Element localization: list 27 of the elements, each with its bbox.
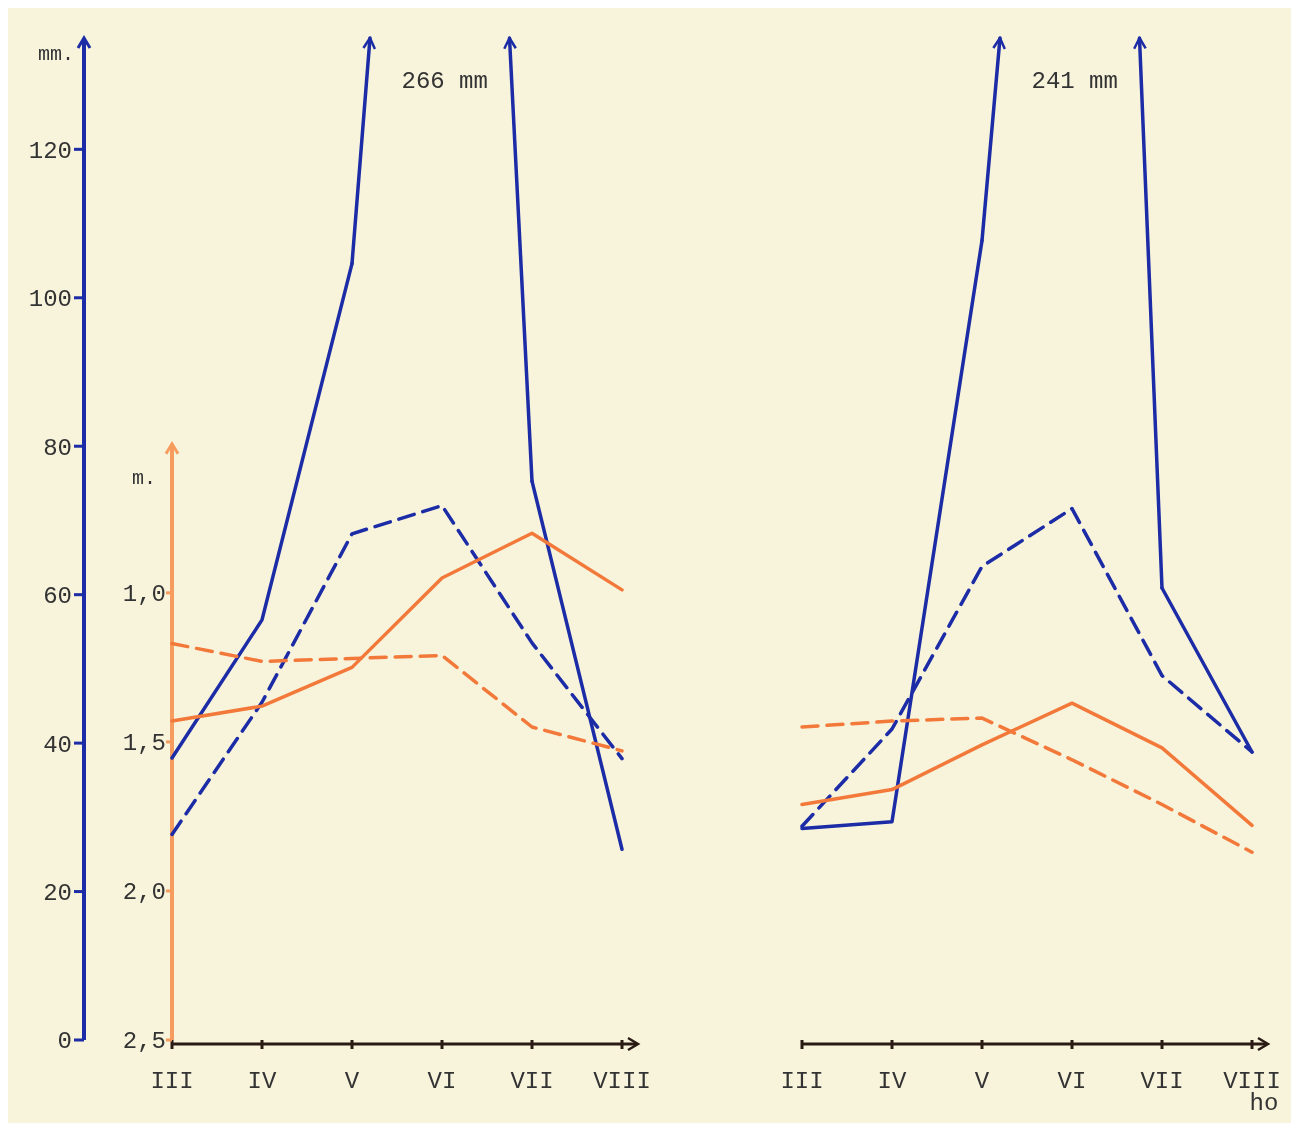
x-tick-label: VIII [593, 1068, 651, 1095]
x-axis-title: ho [1249, 1090, 1279, 1117]
x-tick-label: VI [427, 1068, 457, 1095]
y2-axis-title: m. [132, 466, 157, 490]
y-tick-label: 40 [43, 731, 72, 759]
x-tick-label: V [974, 1068, 990, 1095]
y-tick-label: 60 [43, 583, 72, 611]
x-tick-label: III [780, 1068, 824, 1095]
y-tick-label: 80 [43, 434, 72, 462]
x-tick-label: VI [1057, 1068, 1087, 1095]
y2-tick-label: 1,5 [122, 730, 166, 758]
y2-tick-label: 1,0 [122, 581, 166, 609]
x-tick-label: IV [247, 1068, 277, 1095]
annotation: 241 mm [1031, 68, 1118, 95]
x-tick-label: VII [1140, 1068, 1184, 1095]
y-axis-title: mm. [37, 43, 74, 66]
y-tick-label: 20 [43, 879, 72, 907]
y2-tick-label: 2,5 [122, 1028, 166, 1056]
y-tick-label: 100 [28, 286, 72, 314]
y-tick-label: 0 [57, 1028, 72, 1056]
y2-tick-label: 2,0 [122, 879, 166, 907]
x-tick-label: III [150, 1068, 194, 1095]
y-tick-label: 120 [28, 137, 72, 165]
annotation: 266 mm [401, 68, 488, 95]
x-tick-label: IV [877, 1068, 907, 1095]
x-tick-label: VII [510, 1068, 554, 1095]
x-tick-label: V [344, 1068, 360, 1095]
